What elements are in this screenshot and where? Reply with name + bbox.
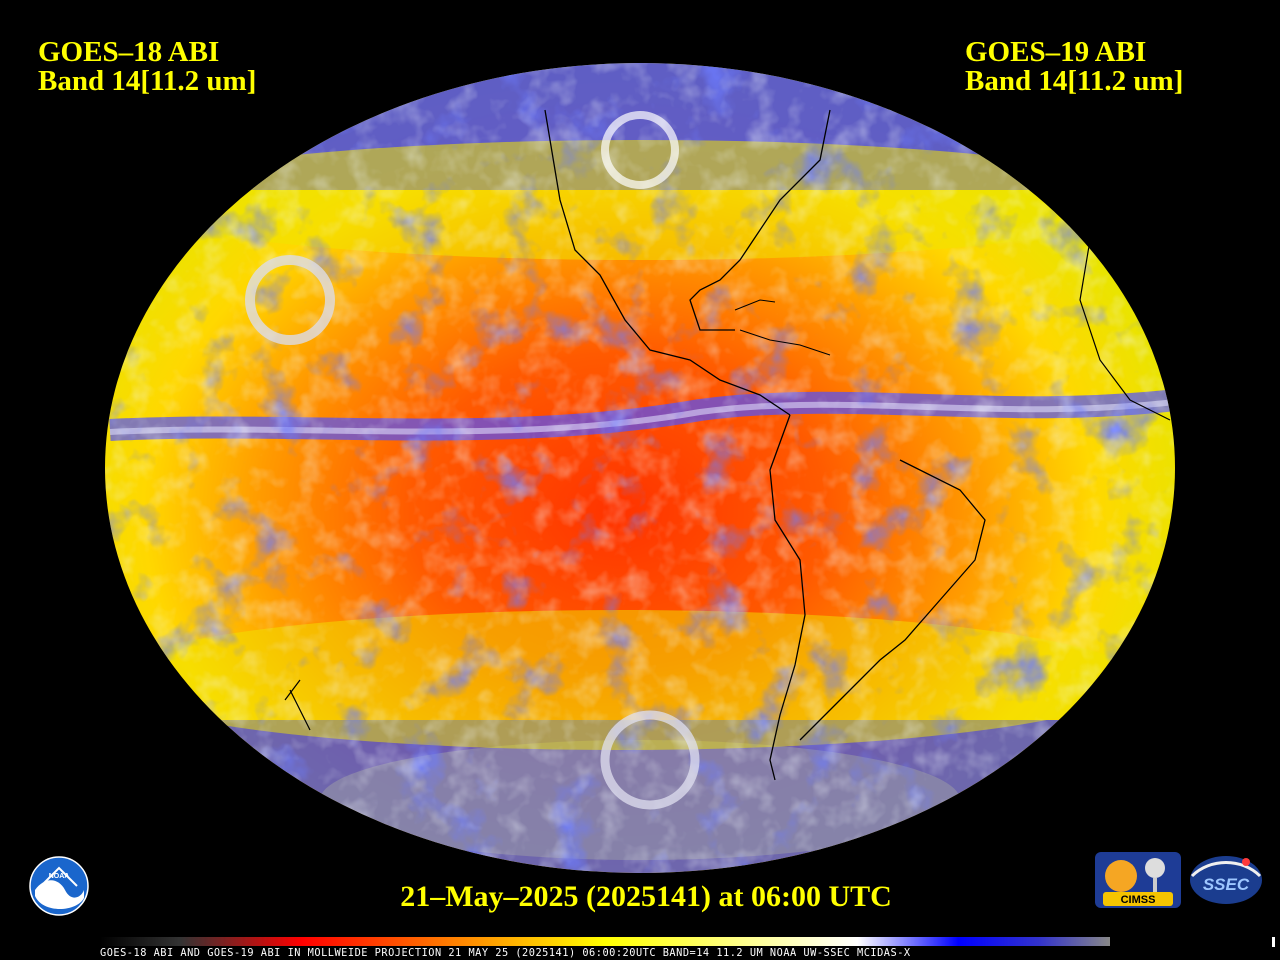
cimss-logo-text: CIMSS bbox=[1121, 894, 1156, 906]
ssec-logo: SSEC bbox=[1190, 856, 1262, 904]
coastline-south-america bbox=[769, 414, 986, 781]
coastline-caribbean bbox=[734, 299, 831, 356]
noaa-logo-text: NOAA bbox=[49, 873, 70, 880]
date-caption: 21–May–2025 (2025141) at 06:00 UTC bbox=[400, 880, 892, 913]
ssec-logo-text: SSEC bbox=[1203, 875, 1250, 894]
cimss-logo: CIMSS bbox=[1095, 852, 1181, 908]
coastline-africa bbox=[1079, 239, 1171, 421]
storm-north-atlantic bbox=[601, 111, 679, 189]
left-satellite-label: GOES–18 ABI Band 14[11.2 um] bbox=[38, 38, 256, 96]
coastline-north-america-east bbox=[689, 109, 831, 331]
right-satellite-name: GOES–19 ABI bbox=[965, 36, 1147, 68]
left-satellite-name: GOES–18 ABI bbox=[38, 36, 220, 68]
coastline-new-zealand bbox=[284, 679, 311, 731]
colorbar bbox=[100, 937, 1110, 946]
storm-south-pacific bbox=[600, 710, 700, 810]
noaa-logo: NOAA bbox=[29, 856, 89, 916]
coastline-north-america bbox=[544, 109, 791, 416]
right-satellite-label: GOES–19 ABI Band 14[11.2 um] bbox=[965, 38, 1183, 96]
left-band-label: Band 14[11.2 um] bbox=[38, 65, 257, 97]
footer-metadata: GOES-18 ABI AND GOES-19 ABI IN MOLLWEIDE… bbox=[100, 947, 911, 959]
storm-north-pacific bbox=[245, 255, 335, 345]
right-band-label: Band 14[11.2 um] bbox=[965, 65, 1184, 97]
colorbar-end-mark bbox=[1272, 937, 1275, 947]
white-cloud-texture bbox=[105, 63, 1175, 873]
